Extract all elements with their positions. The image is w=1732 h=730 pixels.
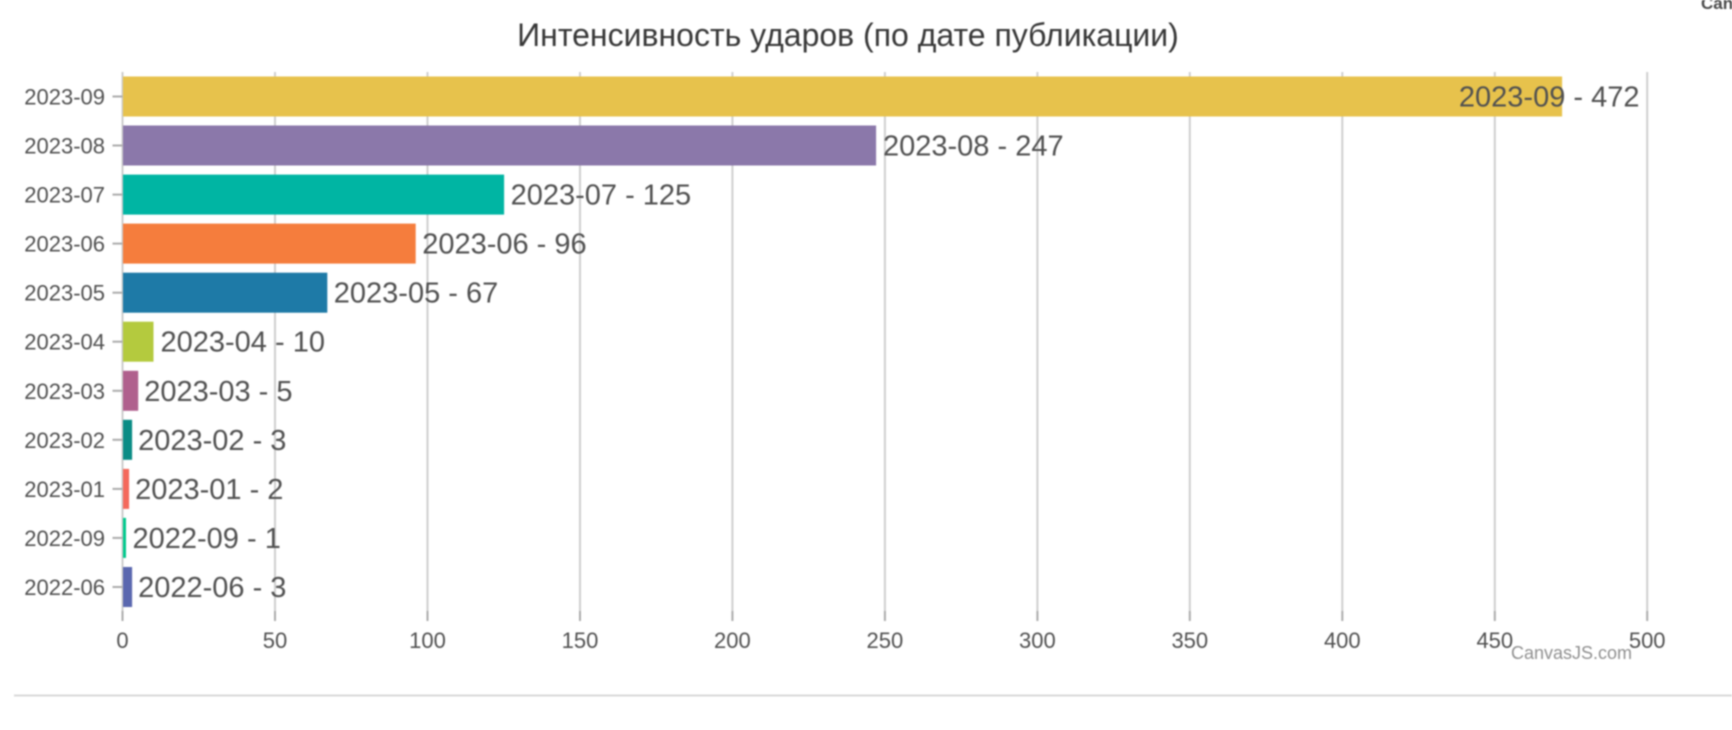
svg-text:0: 0 [116,628,128,653]
svg-text:50: 50 [263,628,287,653]
svg-text:2023-06: 2023-06 [24,232,105,257]
svg-text:200: 200 [714,628,751,653]
svg-text:350: 350 [1171,628,1208,653]
svg-text:2023-09 - 472: 2023-09 - 472 [1459,82,1640,114]
svg-text:CanvasJS.com: CanvasJS.com [1511,643,1632,663]
svg-text:2023-04 - 10: 2023-04 - 10 [161,327,325,359]
svg-text:2023-08 - 247: 2023-08 - 247 [883,131,1064,163]
svg-text:150: 150 [562,628,599,653]
svg-text:2023-05 - 67: 2023-05 - 67 [334,278,498,310]
svg-text:CanvasJS.com: CanvasJS.com [1701,0,1732,13]
svg-text:2022-06 - 3: 2022-06 - 3 [138,572,286,604]
svg-text:2023-09: 2023-09 [24,85,105,110]
svg-text:300: 300 [1019,628,1056,653]
svg-text:2022-09: 2022-09 [24,526,105,551]
svg-text:2022-09 - 1: 2022-09 - 1 [133,523,281,555]
svg-text:2023-07: 2023-07 [24,183,105,208]
svg-text:250: 250 [867,628,904,653]
svg-text:2023-01 - 2: 2023-01 - 2 [135,474,283,506]
svg-text:2022-06: 2022-06 [24,575,105,600]
svg-text:2023-01: 2023-01 [24,477,105,502]
svg-text:2023-02: 2023-02 [24,428,105,453]
svg-text:2023-02 - 3: 2023-02 - 3 [138,425,286,457]
svg-text:2023-06 - 96: 2023-06 - 96 [422,229,586,261]
svg-text:2023-07 - 125: 2023-07 - 125 [511,180,692,212]
svg-text:2023-05: 2023-05 [24,281,105,306]
svg-text:400: 400 [1324,628,1361,653]
svg-text:2023-03 - 5: 2023-03 - 5 [144,376,292,408]
svg-text:2023-04: 2023-04 [24,330,105,355]
svg-text:2023-03: 2023-03 [24,379,105,404]
svg-text:2023-08: 2023-08 [24,134,105,159]
svg-text:100: 100 [409,628,446,653]
svg-text:Интенсивность ударов (по дате: Интенсивность ударов (по дате публикации… [517,17,1179,53]
svg-text:450: 450 [1476,628,1513,653]
svg-text:500: 500 [1629,628,1666,653]
